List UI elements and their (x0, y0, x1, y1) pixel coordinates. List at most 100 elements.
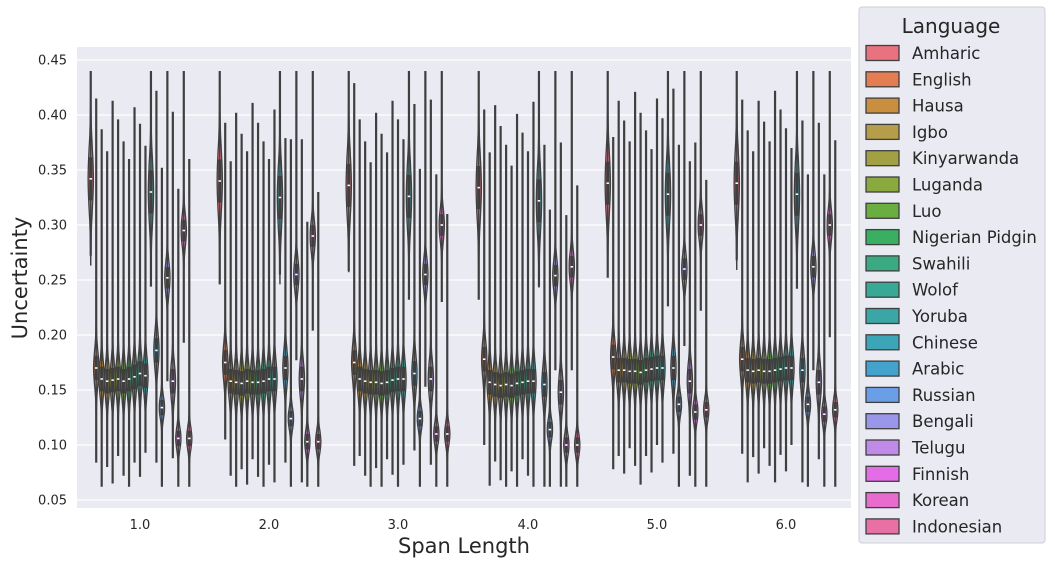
violin (546, 209, 554, 487)
legend-item: Chinese (865, 333, 978, 352)
violin (766, 141, 773, 466)
violin (422, 71, 429, 387)
legend-label: Nigerian Pidgin (912, 228, 1037, 247)
violin (175, 188, 182, 487)
violin-layer (87, 71, 839, 487)
y-tick-label: 0.05 (38, 494, 67, 509)
violin (153, 90, 160, 463)
violin (131, 107, 138, 463)
violin (232, 112, 240, 487)
violin (749, 151, 757, 458)
violin (821, 174, 828, 487)
x-tick-label: 3.0 (388, 518, 409, 533)
legend-frame (858, 6, 1046, 544)
violin (282, 138, 289, 463)
violin (604, 71, 612, 278)
violin (367, 162, 374, 487)
legend-item: Telugu (865, 439, 965, 458)
violin (254, 122, 262, 477)
violin (675, 144, 683, 487)
violin (164, 71, 171, 382)
violin (260, 141, 267, 487)
violin (631, 91, 639, 466)
violin (788, 148, 795, 445)
legend-entries: Amharic English Hausa Igbo Kinyarwanda Lugand… (865, 44, 1037, 536)
violin (568, 71, 576, 371)
violin (293, 71, 300, 361)
violin (620, 120, 628, 474)
y-tick-label: 0.30 (38, 219, 67, 234)
legend-swatch (865, 465, 900, 482)
violin (438, 71, 446, 302)
legend-label: Amharic (912, 44, 980, 63)
violin (486, 152, 493, 486)
violin (350, 83, 358, 466)
legend-item: Bengali (865, 412, 974, 431)
violin (491, 105, 499, 462)
legend-item: Yoruba (865, 307, 968, 326)
legend-item: Swahili (865, 254, 970, 273)
violin (692, 142, 699, 487)
violin (304, 221, 311, 487)
violin (411, 104, 418, 451)
violin (497, 126, 504, 481)
violin (755, 100, 762, 474)
legend-title: Language (902, 14, 1001, 38)
violin (114, 119, 122, 456)
violin (216, 71, 224, 285)
legend-item: Luo (865, 202, 941, 221)
violin (271, 109, 278, 483)
legend-item: Hausa (865, 97, 964, 116)
legend-item: Luganda (865, 176, 983, 195)
violin (782, 128, 790, 472)
x-tick-label: 5.0 (647, 518, 668, 533)
violin (314, 192, 322, 487)
legend-swatch (865, 491, 900, 509)
legend-label: Wolof (912, 281, 959, 300)
legend-swatch (865, 150, 900, 167)
violin (530, 101, 537, 487)
legend-item: Amharic (865, 44, 980, 63)
violin (92, 98, 100, 463)
legend-label: Korean (912, 491, 969, 510)
legend-label: Indonesian (912, 517, 1002, 536)
violin (287, 139, 295, 487)
violin (405, 71, 413, 300)
violin (309, 71, 317, 331)
violin (670, 88, 677, 454)
x-tick-label: 4.0 (518, 518, 539, 533)
legend-label: Arabic (912, 360, 964, 379)
violin (378, 133, 385, 487)
violin (265, 159, 273, 465)
violin (238, 133, 245, 470)
violin (738, 99, 746, 454)
violin (227, 161, 234, 476)
legend-swatch (865, 334, 900, 351)
violin (642, 130, 650, 456)
x-tick-label: 6.0 (776, 518, 797, 533)
violin (345, 71, 353, 273)
violin (502, 144, 510, 487)
legend: Language Amharic English Hausa Igbo Kinyarwa… (858, 6, 1046, 544)
violin (243, 151, 251, 485)
violin (221, 122, 229, 440)
violin (147, 71, 155, 287)
y-tick-label: 0.20 (38, 329, 67, 344)
violin (653, 98, 661, 445)
legend-label: Swahili (912, 254, 970, 273)
violin (573, 185, 581, 487)
y-tick-label: 0.25 (38, 274, 67, 289)
violin (804, 174, 812, 487)
legend-label: Luganda (912, 176, 983, 195)
violin (519, 132, 526, 460)
violin (427, 99, 435, 465)
violin (615, 100, 622, 456)
legend-label: Kinyarwanda (912, 149, 1019, 168)
legend-item: Igbo (865, 123, 948, 142)
violin (508, 165, 515, 472)
y-tick-label: 0.40 (38, 109, 67, 124)
violin (433, 174, 440, 487)
violin (702, 179, 710, 487)
violin (416, 168, 424, 487)
violin (480, 109, 488, 445)
